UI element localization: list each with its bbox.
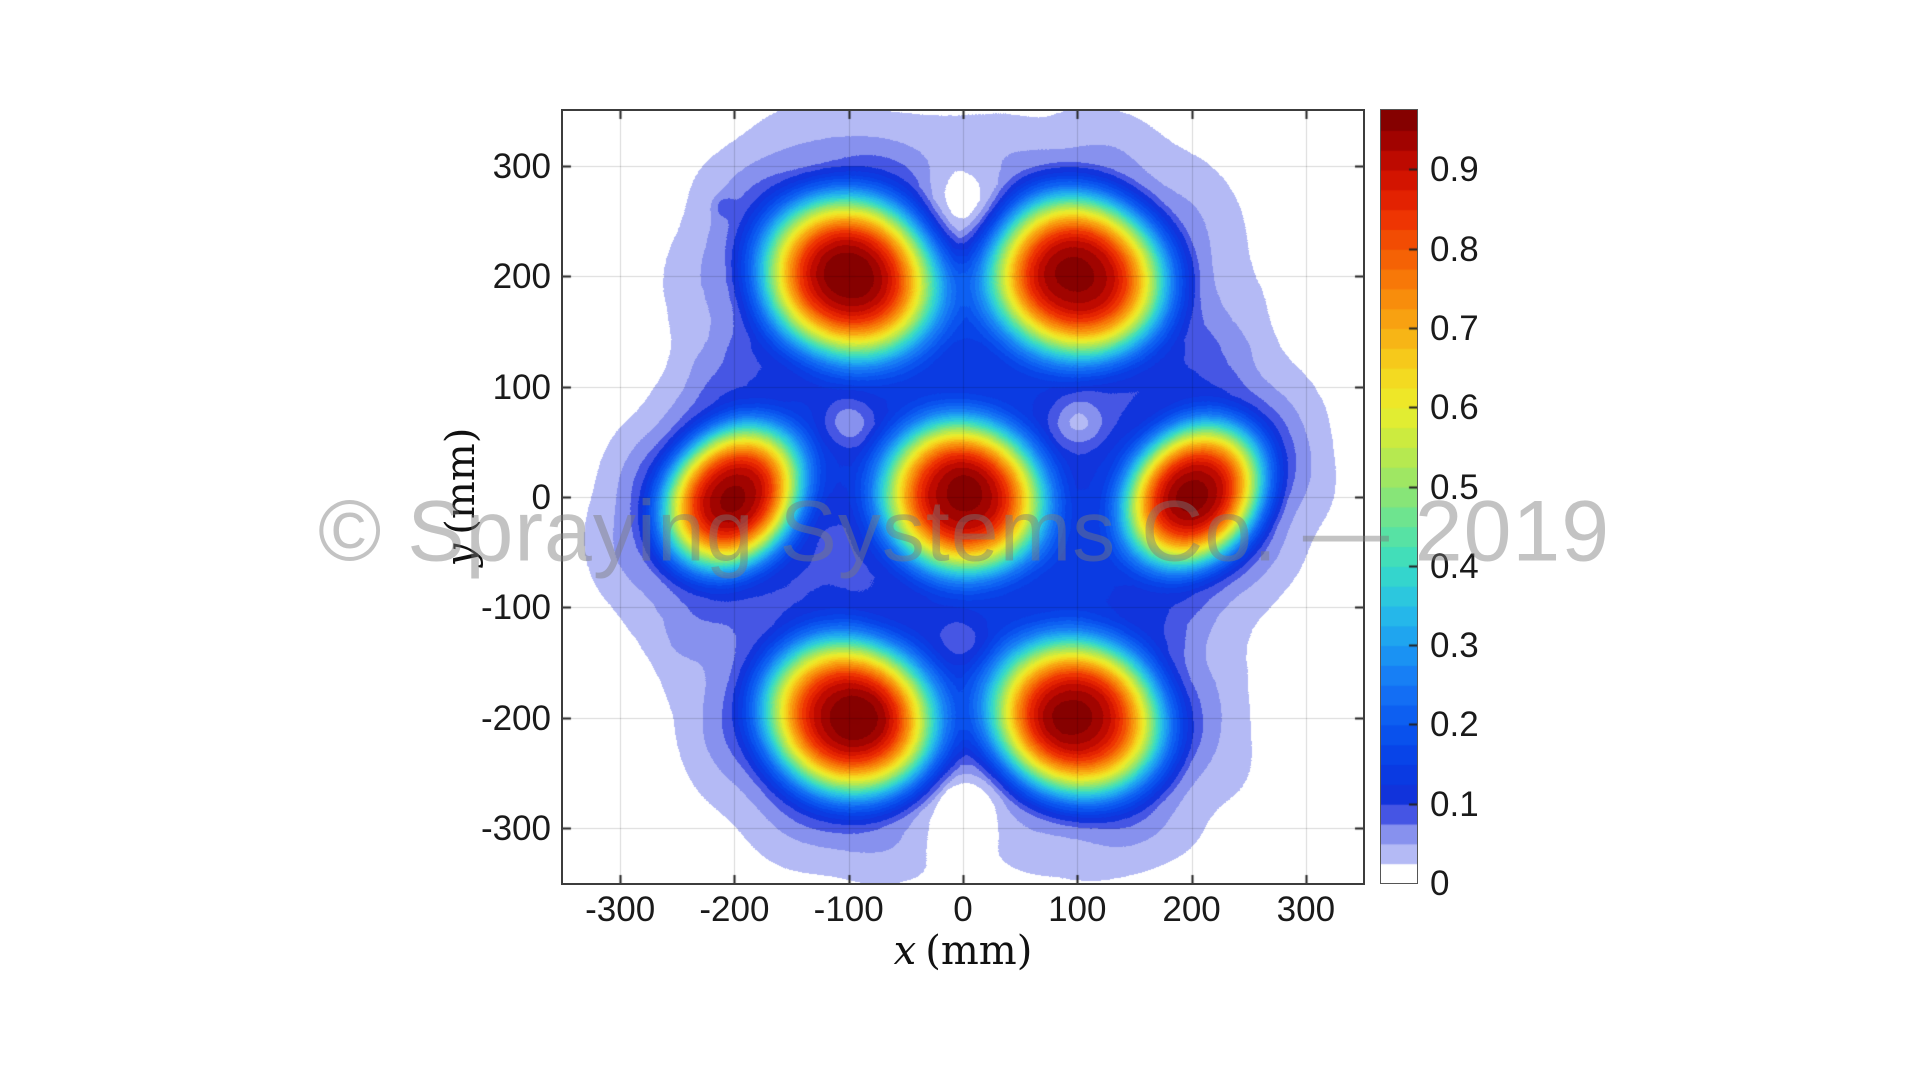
x-tick-label: 200 <box>1162 890 1221 929</box>
y-tick-label: -300 <box>480 808 551 848</box>
x-tick-label: -200 <box>699 890 770 929</box>
colorbar-tick-label: 0.5 <box>1430 467 1479 507</box>
x-tick-label: -300 <box>585 890 656 929</box>
x-tick-label: -100 <box>813 890 884 929</box>
copyright-watermark: © Spraying Systems Co. — 2019 <box>317 483 1611 580</box>
contour-plot-canvas <box>563 111 1363 883</box>
colorbar-tick-label: 0.8 <box>1430 229 1479 269</box>
y-tick-label: -200 <box>480 698 551 738</box>
x-tick-label: 100 <box>1048 890 1107 929</box>
colorbar-tick-label: 0.1 <box>1430 784 1479 824</box>
y-tick-label: 300 <box>492 147 551 187</box>
y-tick-label: -100 <box>480 588 551 628</box>
colorbar-tick-label: 0.2 <box>1430 705 1479 745</box>
x-tick-label: 300 <box>1276 890 1336 929</box>
colorbar-tick-label: 0 <box>1430 864 1450 903</box>
y-tick-label: 100 <box>492 367 551 407</box>
x-tick-label: 0 <box>953 890 973 929</box>
colorbar-tick-label: 0.9 <box>1430 150 1479 190</box>
x-axis-unit: (mm) <box>925 928 1033 974</box>
colorbar-tick-label: 0.6 <box>1430 388 1479 428</box>
y-tick-label: 200 <box>492 257 551 297</box>
colorbar-tick-label: 0.4 <box>1430 546 1479 586</box>
colorbar-canvas <box>1381 110 1417 883</box>
x-axis-label: x (mm) <box>894 928 1033 974</box>
x-axis-variable: x <box>893 928 917 974</box>
y-tick-label: 0 <box>531 478 551 517</box>
colorbar-tick-label: 0.3 <box>1430 626 1479 666</box>
colorbar-tick-label: 0.7 <box>1430 309 1479 349</box>
